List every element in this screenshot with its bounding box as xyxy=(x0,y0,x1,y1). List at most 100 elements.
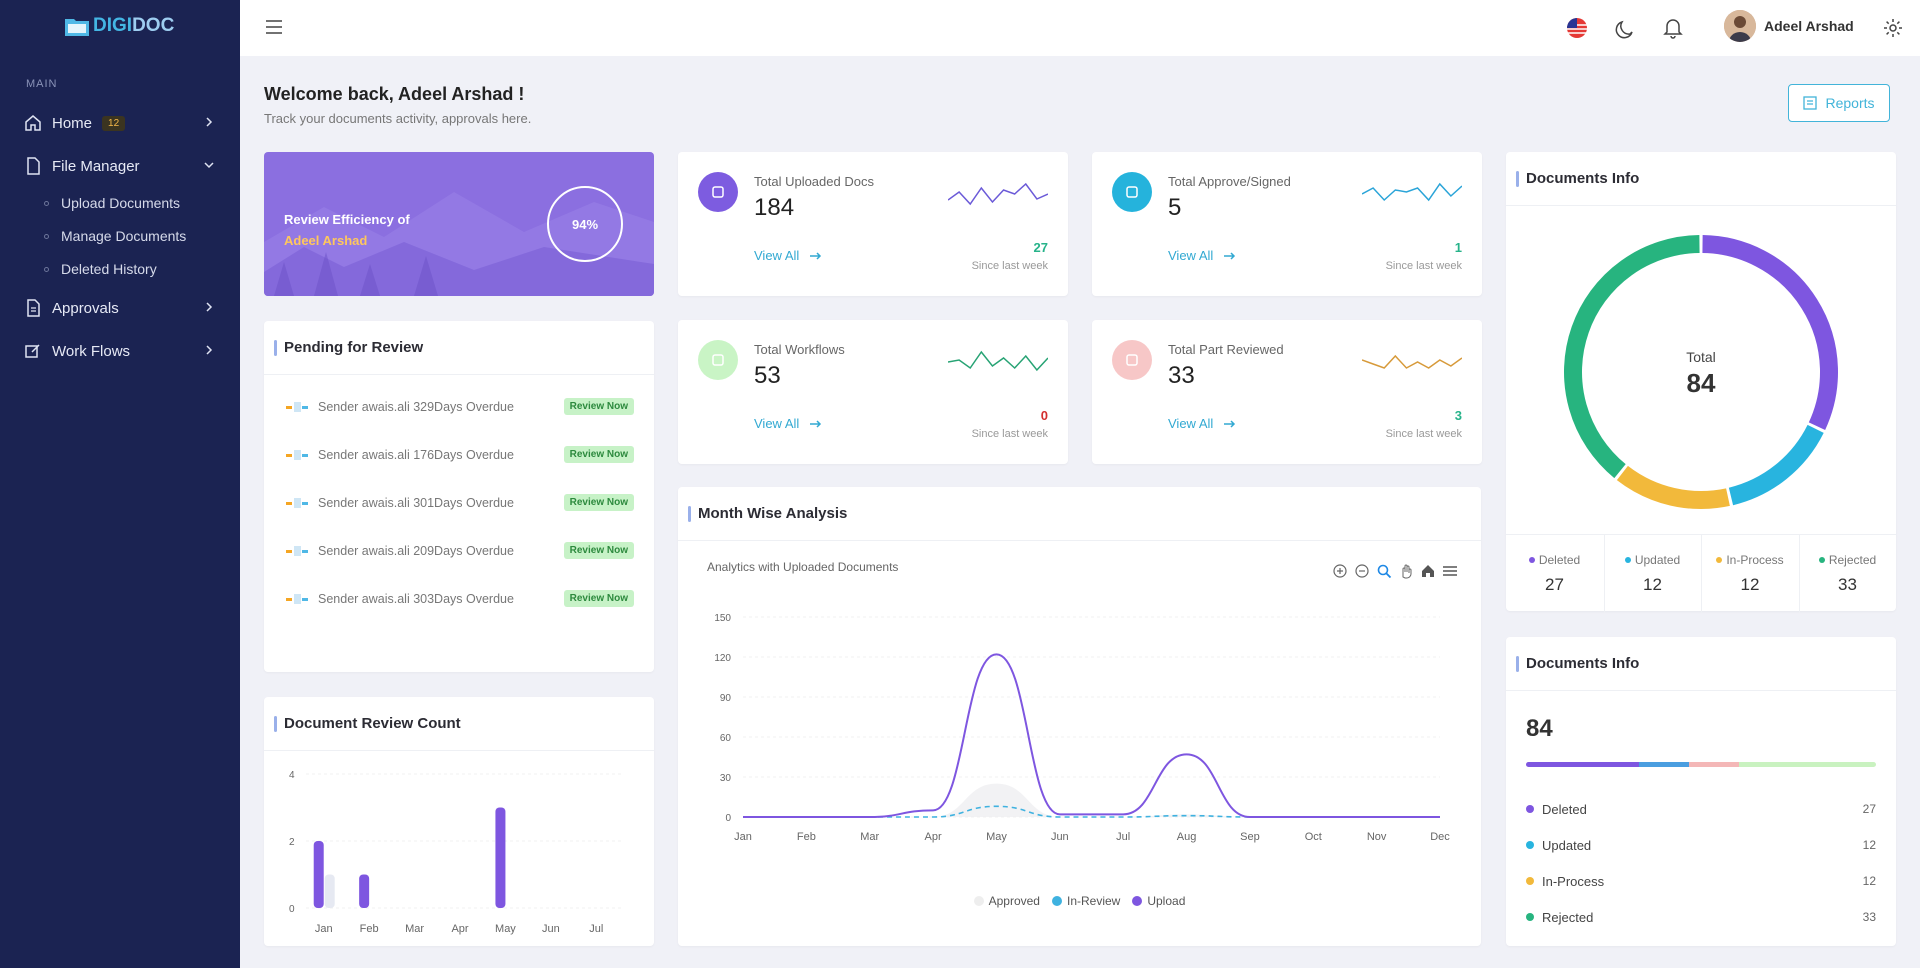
sparkline-chart xyxy=(948,182,1048,206)
pending-item: Sender awais.ali 301Days Overdue Review … xyxy=(284,492,634,514)
efficiency-text: Review Efficiency of Adeel Arshad xyxy=(284,209,410,251)
y-tick-label: 150 xyxy=(714,613,731,624)
review-now-button[interactable]: Review Now xyxy=(563,542,634,559)
stat-value: 5 xyxy=(1168,194,1182,221)
sidebar-item-workflows[interactable]: Work Flows xyxy=(0,333,240,369)
review-now-button[interactable]: Review Now xyxy=(563,446,634,463)
month-analysis-subtitle: Analytics with Uploaded Documents xyxy=(707,560,899,574)
documents-stat-text: Deleted xyxy=(1538,553,1581,567)
documents-list-value: 12 xyxy=(1862,838,1876,852)
documents-stat-text: Rejected xyxy=(1828,553,1877,567)
chevron-right-icon xyxy=(206,117,213,127)
stat-value: 53 xyxy=(754,362,781,389)
stat-label: Total Part Reviewed xyxy=(1168,342,1284,357)
sidebar-item-file-manager[interactable]: File Manager xyxy=(0,148,240,184)
documents-stat-value: 12 xyxy=(1740,575,1760,594)
stat-since: Since last week xyxy=(1385,428,1462,440)
y-tick-label: 90 xyxy=(720,693,732,704)
x-tick-label: Jan xyxy=(315,923,333,935)
moon-icon[interactable] xyxy=(1612,15,1638,41)
documents-list-label: In-Process xyxy=(1542,873,1605,889)
progress-segment xyxy=(1738,762,1876,767)
stat-card: Total Workflows 53 View All 0 Since last… xyxy=(678,320,1068,464)
pending-item: Sender awais.ali 176Days Overdue Review … xyxy=(284,444,634,466)
sparkline xyxy=(1362,354,1462,369)
doc-transfer-icon xyxy=(286,450,308,460)
documents-list-label: Rejected xyxy=(1542,909,1594,925)
legend-item[interactable]: Upload xyxy=(1132,894,1185,908)
documents-list-value: 27 xyxy=(1862,802,1876,816)
legend-item[interactable]: Approved xyxy=(973,894,1040,908)
sidebar-item-approvals[interactable]: Approvals xyxy=(0,290,240,326)
legend-dot xyxy=(1132,896,1143,906)
stat-since: Since last week xyxy=(971,428,1048,440)
home-reset-icon[interactable] xyxy=(1420,563,1436,579)
x-tick-label: Oct xyxy=(1305,831,1322,843)
x-tick-label: Dec xyxy=(1430,831,1450,843)
view-all-link[interactable]: View All xyxy=(1168,416,1237,431)
stat-since: Since last week xyxy=(1385,260,1462,272)
y-tick-label: 30 xyxy=(720,773,732,784)
arrow-right-icon xyxy=(1224,419,1236,428)
home-icon xyxy=(25,115,41,131)
documents-list-item: Rejected 33 xyxy=(1526,907,1876,927)
menu-icon[interactable] xyxy=(264,17,284,37)
view-all-link[interactable]: View All xyxy=(754,416,823,431)
view-all-link[interactable]: View All xyxy=(1168,248,1237,263)
us-flag-icon[interactable] xyxy=(1564,15,1590,41)
chart-toolbar xyxy=(1326,563,1458,579)
legend-dot xyxy=(1526,805,1534,813)
sparkline xyxy=(1362,182,1462,202)
sidebar-subitem-deleted[interactable]: Deleted History xyxy=(44,261,157,277)
sidebar-subitem-upload[interactable]: Upload Documents xyxy=(44,195,180,211)
pan-hand-icon[interactable] xyxy=(1398,563,1414,579)
reports-button[interactable]: Reports xyxy=(1788,84,1890,122)
stat-glyph-icon xyxy=(1126,354,1138,366)
legend-dot xyxy=(1526,841,1534,849)
topbar: Adeel Arshad xyxy=(240,0,1920,56)
in-review-line xyxy=(743,805,1440,818)
x-tick-label: Sep xyxy=(1240,831,1260,843)
view-all-label: View All xyxy=(754,416,800,431)
sparkline-chart xyxy=(1362,354,1462,369)
bell-icon[interactable] xyxy=(1660,15,1686,41)
documents-stats-row: Deleted 27 Updated 12 In-Process 12 Rejected 33 xyxy=(1506,534,1896,613)
sidebar-item-label: File Manager xyxy=(52,157,140,175)
documents-stat: In-Process 12 xyxy=(1701,535,1798,613)
review-now-button[interactable]: Review Now xyxy=(563,590,634,607)
zoom-out-icon[interactable] xyxy=(1354,563,1370,579)
reports-label: Reports xyxy=(1825,95,1875,111)
brand-logo[interactable]: DIGIDOC xyxy=(64,15,174,37)
documents-stat-text: Updated xyxy=(1634,553,1681,567)
y-tick-label: 0 xyxy=(289,904,295,915)
bar xyxy=(313,841,324,908)
stat-label: Total Uploaded Docs xyxy=(754,174,874,189)
documents-info-card: Documents Info Total 84 Deleted 27 Updated… xyxy=(1506,152,1896,613)
legend-label: In-Review xyxy=(1066,894,1121,908)
x-tick-label: Apr xyxy=(451,923,468,935)
legend-dot xyxy=(1526,877,1534,885)
review-now-button[interactable]: Review Now xyxy=(563,398,634,415)
menu-icon[interactable] xyxy=(1442,563,1458,579)
user-menu[interactable]: Adeel Arshad xyxy=(1724,10,1854,42)
stat-card: Total Uploaded Docs 184 View All 27 Sinc… xyxy=(678,152,1068,296)
bar xyxy=(495,807,506,908)
y-tick-label: 4 xyxy=(289,770,295,781)
sidebar-subitem-manage[interactable]: Manage Documents xyxy=(44,228,186,244)
chevron-right-icon xyxy=(206,302,213,312)
review-now-button[interactable]: Review Now xyxy=(563,494,634,511)
zoom-select-icon[interactable] xyxy=(1376,563,1392,579)
gear-icon[interactable] xyxy=(1880,15,1906,41)
y-tick-label: 2 xyxy=(289,837,295,848)
legend-item[interactable]: In-Review xyxy=(1051,894,1121,908)
stat-value: 184 xyxy=(754,194,795,221)
sidebar: DIGIDOC MAIN Home 12 File Manager Upload… xyxy=(0,0,240,968)
view-all-link[interactable]: View All xyxy=(754,248,823,263)
donut-slice xyxy=(1728,424,1824,506)
documents-stat-label: Updated xyxy=(1605,553,1701,567)
zoom-in-icon[interactable] xyxy=(1332,563,1348,579)
documents-stat: Updated 12 xyxy=(1603,535,1701,613)
documents-list-value: 33 xyxy=(1862,910,1876,924)
chevron-down-icon xyxy=(204,162,214,169)
sidebar-item-home[interactable]: Home 12 xyxy=(0,105,240,141)
